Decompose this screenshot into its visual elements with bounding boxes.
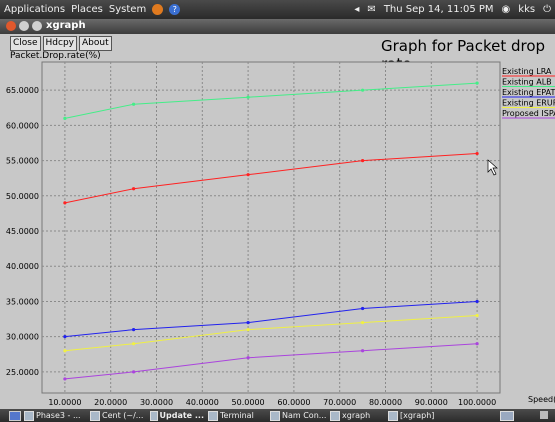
window-title: xgraph: [46, 20, 86, 31]
data-point: [361, 88, 365, 92]
data-point: [246, 173, 250, 177]
xgraph-toolbar: Close Hdcpy About: [10, 36, 112, 51]
data-point: [246, 356, 250, 360]
panel-status: ◂ ✉ Thu Sep 14, 11:05 PM ◉ kks ⏻: [354, 0, 551, 19]
trash-icon[interactable]: [540, 411, 548, 419]
volume-icon[interactable]: ◂: [354, 4, 360, 15]
app-icon: [24, 410, 34, 421]
y-tick-label: 50.0000: [6, 192, 39, 201]
data-point: [475, 342, 479, 346]
taskbar-item[interactable]: Phase3 - ...: [24, 410, 84, 421]
y-tick-label: 35.0000: [6, 297, 39, 306]
taskbar-item[interactable]: Cent (~/...: [90, 410, 146, 421]
data-point: [475, 81, 479, 85]
data-point: [246, 328, 250, 332]
user-icon: ◉: [501, 4, 511, 15]
x-tick-label: 60.0000: [277, 398, 310, 407]
y-tick-label: 40.0000: [6, 262, 39, 271]
data-point: [132, 342, 136, 346]
mail-icon[interactable]: ✉: [367, 4, 376, 15]
data-point: [63, 116, 67, 120]
data-point: [63, 201, 67, 205]
y-tick-label: 45.0000: [6, 227, 39, 236]
data-point: [132, 328, 136, 332]
data-point: [132, 370, 136, 374]
data-point: [361, 306, 365, 311]
plot-area: [41, 61, 501, 394]
data-point: [63, 349, 67, 353]
x-tick-label: 80.0000: [369, 398, 402, 407]
x-tick-label: 90.0000: [415, 398, 448, 407]
taskbar-item[interactable]: [xgraph]: [388, 410, 438, 421]
window-icon: [330, 410, 340, 421]
taskbar: Phase3 - ... Cent (~/... Update ... Term…: [0, 409, 555, 422]
top-panel: Applications Places System ? ◂ ✉ Thu Sep…: [0, 0, 555, 19]
taskbar-item[interactable]: Update ...: [150, 410, 204, 421]
legend-label: Existing LRA: [502, 67, 552, 76]
mouse-cursor-icon: [487, 159, 498, 176]
data-point: [475, 151, 479, 156]
data-point: [246, 95, 250, 99]
x-tick-label: 40.0000: [186, 398, 219, 407]
close-window-icon[interactable]: [6, 21, 16, 31]
data-point: [63, 377, 67, 381]
user-name[interactable]: kks: [518, 4, 536, 15]
places-menu[interactable]: Places: [71, 4, 103, 15]
y-tick-label: 65.0000: [6, 86, 39, 95]
taskbar-item[interactable]: xgraph: [330, 410, 380, 421]
legend-label: Existing ERUP: [502, 99, 555, 108]
panel-menu: Applications Places System ?: [4, 0, 181, 19]
data-point: [132, 187, 136, 191]
folder-icon: [90, 410, 100, 421]
x-tick-label: 50.0000: [232, 398, 265, 407]
data-point: [475, 299, 479, 304]
maximize-window-icon[interactable]: [32, 21, 42, 31]
firefox-icon[interactable]: [152, 4, 164, 15]
y-tick-label: 60.0000: [6, 121, 39, 130]
window-icon: [388, 410, 398, 421]
close-button[interactable]: Close: [10, 36, 41, 51]
data-point: [246, 320, 250, 325]
system-menu[interactable]: System: [108, 4, 147, 15]
workspace-switcher[interactable]: [500, 411, 514, 421]
power-icon[interactable]: ⏻: [543, 4, 551, 15]
data-point: [475, 313, 479, 318]
legend-label: Existing ALB: [502, 78, 552, 87]
x-tick-label: 30.0000: [140, 398, 173, 407]
applications-menu[interactable]: Applications: [4, 4, 66, 15]
legend-label: Proposed ISPA: [502, 109, 555, 118]
legend-label: Existing EPATR: [502, 88, 555, 97]
show-desktop-icon[interactable]: [9, 411, 21, 421]
minimize-window-icon[interactable]: [19, 21, 29, 31]
x-axis-label: Speed(: [528, 395, 555, 404]
x-tick-label: 20.0000: [94, 398, 127, 407]
about-button[interactable]: About: [79, 36, 112, 51]
help-icon[interactable]: ?: [169, 4, 181, 15]
y-tick-label: 30.0000: [6, 333, 39, 342]
taskbar-item[interactable]: Terminal: [208, 410, 268, 421]
y-tick-label: 55.0000: [6, 157, 39, 166]
terminal-icon: [208, 410, 218, 421]
update-icon: [150, 410, 158, 421]
hdcpy-button[interactable]: Hdcpy: [42, 36, 77, 51]
data-point: [361, 320, 365, 325]
x-tick-label: 100.0000: [458, 398, 496, 407]
data-point: [361, 158, 365, 163]
data-point: [361, 349, 365, 353]
window-titlebar[interactable]: xgraph: [0, 19, 555, 34]
taskbar-item[interactable]: Nam Con...: [270, 410, 328, 421]
y-tick-label: 25.0000: [6, 368, 39, 377]
x-tick-label: 70.0000: [323, 398, 356, 407]
y-axis-label: Packet.Drop.rate(%): [10, 51, 101, 61]
data-point: [132, 102, 136, 106]
x-tick-label: 10.0000: [48, 398, 81, 407]
data-point: [63, 335, 67, 339]
window-icon: [270, 410, 280, 421]
clock[interactable]: Thu Sep 14, 11:05 PM: [383, 4, 494, 15]
